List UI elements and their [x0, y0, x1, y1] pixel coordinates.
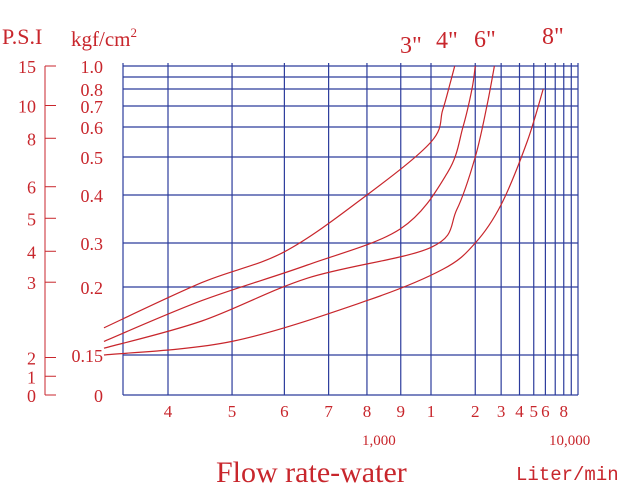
x-axis-title: Flow rate-water: [216, 456, 407, 489]
series-label-4in: 4": [436, 28, 458, 54]
kgf-tick-label: 0.5: [81, 148, 104, 168]
x-tick-label: 2: [471, 402, 480, 421]
kgf-tick-label: 0: [94, 386, 103, 406]
x-decade-label-1000: 1,000: [362, 433, 396, 449]
x-tick-label: 3: [497, 402, 506, 421]
psi-axis-title: P.S.I: [2, 24, 42, 49]
x-axis-unit-label: Liter/min: [516, 464, 619, 486]
x-decade-label-10000: 10,000: [549, 433, 590, 449]
psi-tick-label: 2: [27, 349, 36, 369]
series-label-6in: 6": [474, 27, 496, 53]
x-tick-label: 5: [529, 402, 538, 421]
series-curve-3: [103, 88, 544, 356]
kgf-tick-label: 0.15: [72, 346, 104, 366]
kgf-axis-title: kgf/cm2: [71, 25, 137, 51]
psi-tick-label: 8: [27, 129, 36, 149]
series-curve-1: [103, 65, 476, 342]
x-tick-label: 5: [228, 402, 237, 421]
kgf-tick-label: 0.3: [81, 234, 104, 254]
series-curve-2: [103, 65, 495, 349]
kgf-tick-label: 1.0: [81, 57, 104, 77]
x-tick-label: 8: [363, 402, 372, 421]
grid: [122, 63, 579, 396]
series-label-3in: 3": [400, 33, 422, 59]
kgf-tick-label: 0.2: [81, 278, 104, 298]
x-tick-label: 9: [397, 402, 406, 421]
kgf-tick-label: 0.4: [81, 186, 104, 206]
series-label-8in: 8": [542, 24, 564, 50]
series-labels: 3" 4" 6" 8": [400, 24, 564, 59]
psi-tick-label: 4: [27, 242, 36, 262]
psi-tick-label: 6: [27, 178, 36, 198]
x-tick-label: 6: [280, 402, 289, 421]
x-tick-label: 4: [164, 402, 173, 421]
x-tick-label: 6: [541, 402, 550, 421]
kgf-ticks: 1.0 0.80.70.6 0.5 0.4 0.3 0.2 0.15 0: [72, 57, 104, 406]
x-tick-label: 7: [324, 402, 333, 421]
psi-tick-label: 0: [27, 386, 36, 406]
psi-tick-label: 3: [27, 273, 36, 293]
kgf-axis: kgf/cm2 1.0 0.80.70.6 0.5 0.4 0.3 0.2 0.15 0: [71, 25, 137, 406]
x-tick-label: 4: [515, 402, 524, 421]
psi-tick-label: 10: [18, 96, 36, 116]
kgf-tick-label: 0.8: [81, 80, 104, 100]
kgf-tick-label: 0.7: [81, 97, 104, 117]
x-tick-label: 1: [427, 402, 436, 421]
x-tick-label: 8: [560, 402, 569, 421]
curves: [103, 65, 544, 356]
kgf-tick-label: 0.6: [81, 118, 104, 138]
psi-tick-label: 5: [27, 209, 36, 229]
series-curve-0: [103, 65, 456, 329]
psi-tick-label: 15: [18, 57, 36, 77]
psi-tick-label: 1: [27, 367, 36, 387]
